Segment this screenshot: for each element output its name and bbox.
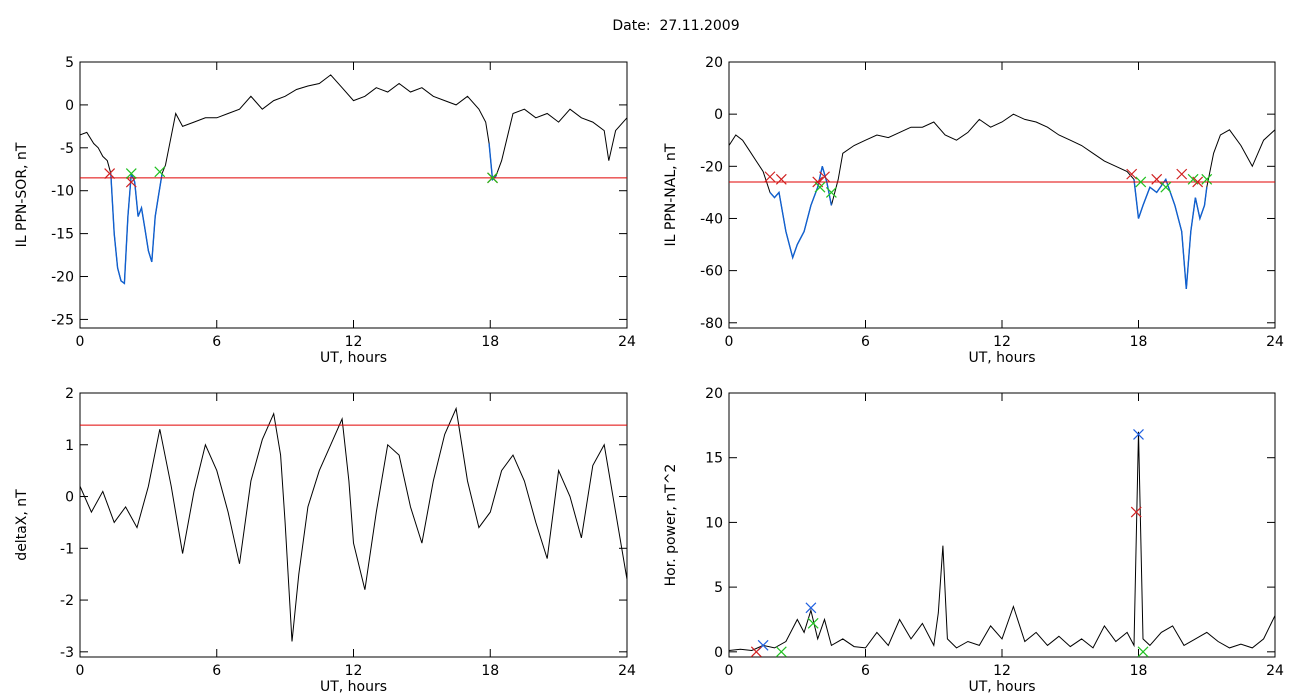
- marker-green: [154, 166, 166, 178]
- y-tick-label: -2: [60, 593, 74, 609]
- page-title: Date: 27.11.2009: [0, 18, 1300, 34]
- marker-green: [807, 617, 819, 629]
- x-tick-label: 6: [212, 334, 221, 350]
- x-tick-label: 12: [993, 334, 1011, 350]
- marker-green: [1160, 181, 1172, 193]
- marker-green: [1135, 176, 1147, 188]
- marker-green: [825, 186, 837, 198]
- y-tick-label: 5: [65, 55, 74, 71]
- highlight-segment: [769, 166, 833, 260]
- y-axis-label: Hor. power, nT^2: [663, 464, 679, 587]
- y-tick-label: 0: [65, 98, 74, 114]
- x-tick-label: 24: [618, 334, 636, 350]
- x-tick-label: 0: [725, 334, 734, 350]
- plot-frame: [728, 61, 1276, 329]
- marker-red: [1176, 168, 1188, 180]
- x-tick-label: 6: [861, 334, 870, 350]
- x-axis-label: UT, hours: [320, 350, 387, 366]
- x-tick-label: 18: [1130, 334, 1148, 350]
- marker-blue: [1133, 428, 1144, 440]
- y-tick-label: 2: [65, 386, 74, 402]
- panel-ppn-sor: 0 6 12 18 24 5 0 -5 -10 -15 -20 -25 UT, hours IL PPN-…: [14, 55, 636, 366]
- x-tick-label: 18: [481, 334, 499, 350]
- marker-red: [104, 168, 116, 179]
- y-axis-label: IL PPN-NAL, nT: [663, 143, 679, 246]
- plot-frame: [79, 61, 628, 329]
- title-date: 27.11.2009: [659, 18, 740, 34]
- marker-green: [125, 168, 137, 179]
- marker-green: [814, 181, 826, 193]
- y-tick-label: 20: [705, 386, 723, 402]
- x-axis-label: UT, hours: [968, 350, 1035, 366]
- y-axis-label: deltaX, nT: [14, 489, 30, 561]
- highlight-segment: [110, 173, 163, 285]
- panel-hor-power: 0 6 12 18 24 20 15 10 5 0 UT, hours Hor. power, nT^…: [663, 386, 1284, 695]
- panel-deltax: 0 6 12 18 24 2 1 0 -1 -2 -3 UT, hours deltaX, nT: [14, 386, 636, 695]
- x-tick-label: 18: [1130, 663, 1148, 679]
- marker-red: [750, 646, 762, 658]
- marker-red: [819, 171, 830, 183]
- y-tick-label: 1: [65, 438, 74, 454]
- series-line: [729, 113, 1275, 289]
- y-tick-label: -5: [60, 141, 74, 157]
- y-tick-label: -20: [700, 159, 723, 175]
- series-line: [80, 74, 627, 285]
- x-tick-label: 6: [212, 663, 221, 679]
- x-axis-label: UT, hours: [320, 679, 387, 695]
- marker-red: [764, 171, 776, 183]
- x-tick-label: 6: [861, 663, 870, 679]
- plot-frame: [728, 392, 1276, 658]
- x-tick-label: 24: [618, 663, 636, 679]
- x-axis-label: UT, hours: [968, 679, 1035, 695]
- y-tick-label: -20: [51, 270, 74, 286]
- y-tick-label: -40: [700, 211, 723, 227]
- x-tick-label: 12: [345, 663, 363, 679]
- y-tick-label: -25: [51, 312, 74, 328]
- y-tick-label: 0: [65, 490, 74, 506]
- series-line: [729, 431, 1275, 652]
- y-tick-label: 0: [714, 107, 723, 123]
- y-tick-label: 5: [714, 580, 723, 596]
- title-label: Date:: [612, 18, 651, 34]
- y-tick-label: 20: [705, 55, 723, 71]
- marker-red: [125, 176, 137, 188]
- marker-red: [1151, 173, 1163, 185]
- highlight-segment: [488, 143, 497, 182]
- series-line: [80, 406, 627, 642]
- y-tick-label: -80: [700, 316, 723, 332]
- x-tick-label: 0: [76, 663, 85, 679]
- marker-red: [1130, 506, 1142, 518]
- x-tick-label: 0: [725, 663, 734, 679]
- x-tick-label: 24: [1266, 663, 1284, 679]
- y-tick-label: -10: [51, 184, 74, 200]
- plot-frame: [79, 392, 628, 658]
- x-tick-label: 12: [345, 334, 363, 350]
- x-tick-label: 0: [76, 334, 85, 350]
- y-tick-label: -1: [60, 541, 74, 557]
- marker-green: [1201, 173, 1213, 185]
- y-tick-label: -15: [51, 227, 74, 243]
- y-tick-label: -60: [700, 264, 723, 280]
- marker-red: [1192, 176, 1204, 188]
- y-tick-label: 0: [714, 645, 723, 661]
- y-axis-label: IL PPN-SOR, nT: [14, 142, 30, 247]
- marker-green: [775, 646, 787, 658]
- panel-ppn-nal: 0 6 12 18 24 20 0 -20 -40 -60 -80 UT, hours IL PPN-N…: [663, 55, 1284, 366]
- x-tick-label: 24: [1266, 334, 1284, 350]
- marker-red: [1126, 168, 1138, 180]
- marker-red: [775, 173, 787, 185]
- y-tick-label: 15: [705, 451, 723, 467]
- marker-green: [1137, 646, 1149, 658]
- x-tick-label: 18: [481, 663, 499, 679]
- highlight-segment: [1133, 177, 1208, 289]
- x-tick-label: 12: [993, 663, 1011, 679]
- marker-blue: [805, 602, 817, 614]
- y-tick-label: -3: [60, 645, 74, 661]
- marker-green: [487, 172, 498, 184]
- y-tick-label: 10: [705, 515, 723, 531]
